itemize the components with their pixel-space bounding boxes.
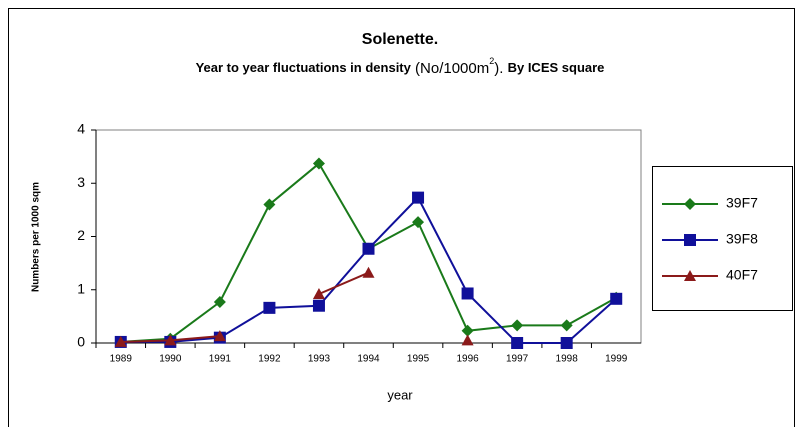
x-tick-label: 1997 bbox=[506, 354, 529, 365]
x-tick-label: 1993 bbox=[308, 354, 331, 365]
data-point bbox=[461, 324, 474, 337]
data-point bbox=[164, 334, 177, 346]
legend-label: 39F7 bbox=[726, 195, 758, 211]
data-point bbox=[412, 191, 425, 204]
x-tick-label: 1999 bbox=[605, 354, 628, 365]
subtitle-part: (No/1000m bbox=[411, 60, 489, 77]
x-tick-label: 1994 bbox=[357, 354, 380, 365]
y-axis-label: Numbers per 1000 sqm bbox=[31, 182, 42, 292]
data-point bbox=[263, 301, 276, 314]
data-point bbox=[461, 334, 474, 346]
y-tick-label: 3 bbox=[77, 174, 85, 190]
data-point bbox=[213, 330, 226, 342]
x-tick-label: 1989 bbox=[110, 354, 133, 365]
data-point bbox=[610, 292, 623, 305]
data-point bbox=[511, 319, 524, 332]
data-point bbox=[213, 295, 226, 308]
data-point bbox=[114, 335, 127, 347]
legend-marker bbox=[684, 198, 696, 210]
chart-title: Solenette. bbox=[362, 31, 438, 48]
data-point bbox=[312, 157, 325, 170]
subtitle-part: ). bbox=[494, 60, 507, 77]
data-point bbox=[412, 216, 425, 229]
legend-label: 40F7 bbox=[726, 267, 758, 283]
y-tick-label: 1 bbox=[77, 280, 85, 296]
data-point bbox=[312, 288, 325, 300]
x-tick-label: 1991 bbox=[209, 354, 232, 365]
legend-label: 39F8 bbox=[726, 231, 758, 247]
data-point bbox=[362, 266, 375, 278]
data-point bbox=[511, 337, 524, 349]
y-tick-label: 2 bbox=[77, 227, 85, 243]
legend bbox=[652, 166, 793, 311]
x-tick-label: 1995 bbox=[407, 354, 430, 365]
data-point bbox=[560, 337, 573, 349]
x-tick-label: 1998 bbox=[556, 354, 579, 365]
y-tick-label: 0 bbox=[77, 334, 85, 350]
x-tick-label: 1992 bbox=[258, 354, 281, 365]
data-point bbox=[461, 287, 474, 300]
chart-subtitle: Year to year fluctuations in density (No… bbox=[196, 56, 605, 77]
subtitle-part: Year to year fluctuations in density bbox=[196, 60, 412, 75]
legend-marker bbox=[684, 270, 696, 281]
y-tick-label: 4 bbox=[77, 121, 85, 137]
x-axis-label: year bbox=[387, 387, 413, 402]
x-tick-label: 1990 bbox=[159, 354, 182, 365]
data-point bbox=[263, 198, 276, 211]
data-point bbox=[362, 242, 375, 255]
subtitle-part: 2 bbox=[489, 56, 494, 66]
legend-marker bbox=[684, 234, 696, 246]
x-tick-label: 1996 bbox=[456, 354, 479, 365]
data-point bbox=[560, 319, 573, 332]
data-point bbox=[312, 299, 325, 312]
subtitle-part: By ICES square bbox=[508, 60, 605, 75]
